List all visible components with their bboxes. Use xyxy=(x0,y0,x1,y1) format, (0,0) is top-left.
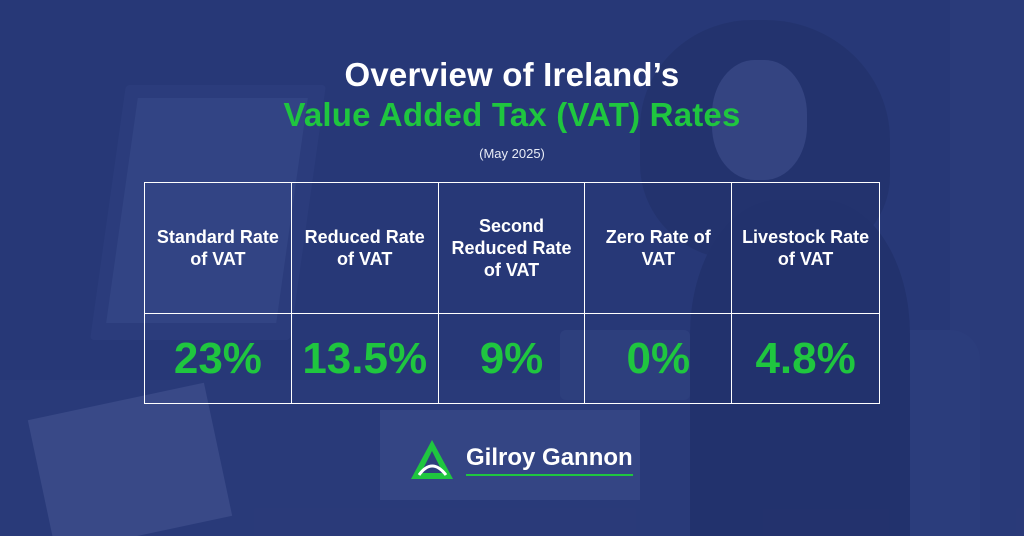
vat-rates-table: Standard Rate of VAT Reduced Rate of VAT… xyxy=(144,182,880,404)
rate-header-standard: Standard Rate of VAT xyxy=(145,183,292,314)
brand-name: Gilroy Gannon xyxy=(466,444,633,476)
rate-value-zero: 0% xyxy=(585,314,733,403)
page-title-highlight: Value Added Tax (VAT) Rates xyxy=(283,96,741,133)
rate-value-reduced: 13.5% xyxy=(292,314,439,403)
rate-value-livestock: 4.8% xyxy=(755,333,856,383)
brand-logo: Gilroy Gannon xyxy=(410,438,633,482)
rate-header-livestock: Livestock Rate of VAT xyxy=(732,183,879,314)
rate-value-second-reduced: 9% xyxy=(439,314,586,403)
rate-header-zero: Zero Rate of VAT xyxy=(585,183,733,314)
date-subtitle: (May 2025) xyxy=(479,146,545,161)
rate-header-second-reduced: Second Reduced Rate of VAT xyxy=(438,183,586,314)
triangle-logo-icon xyxy=(411,440,453,479)
page-title: Overview of Ireland’s xyxy=(344,56,680,93)
rate-value-standard: 23% xyxy=(145,314,292,403)
rate-header-reduced: Reduced Rate of VAT xyxy=(291,183,439,314)
